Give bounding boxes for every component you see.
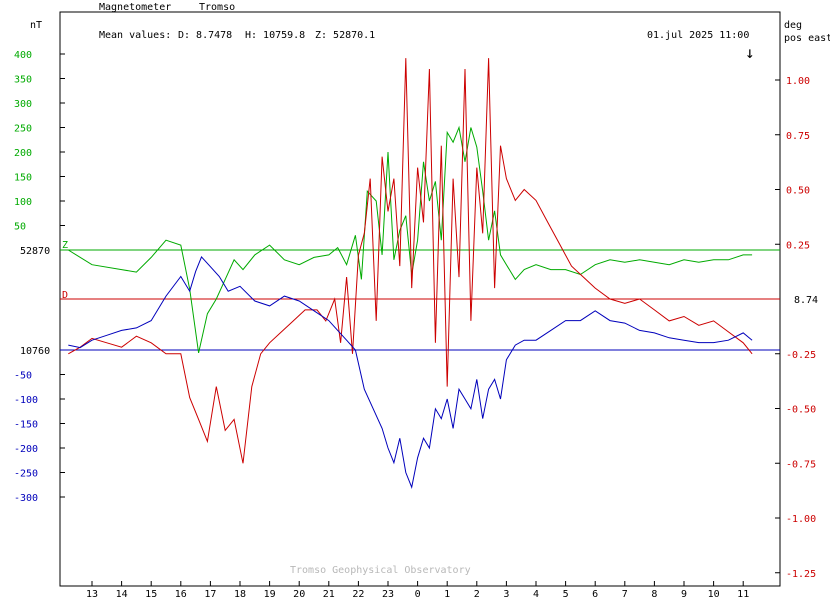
right-axis-unit-line1: deg xyxy=(784,20,802,31)
left-green-tick-label: 150 xyxy=(14,173,32,184)
x-tick-label: 10 xyxy=(708,589,720,600)
x-tick-label: 9 xyxy=(681,589,687,600)
mean-h-value: H: 10759.8 xyxy=(245,30,305,41)
right-tick-label: -1.25 xyxy=(786,569,816,580)
instrument-title: Magnetometer xyxy=(99,2,171,13)
z-series-letter: Z xyxy=(62,240,68,251)
station-name: Tromso xyxy=(199,2,235,13)
observatory-credit: Tromso Geophysical Observatory xyxy=(290,565,471,576)
x-tick-label: 19 xyxy=(264,589,276,600)
x-tick-label: 4 xyxy=(533,589,539,600)
down-arrow-icon: ↓ xyxy=(745,43,755,62)
right-tick-label: 1.00 xyxy=(786,76,810,87)
x-tick-label: 15 xyxy=(145,589,157,600)
x-tick-label: 22 xyxy=(352,589,364,600)
left-green-tick-label: 250 xyxy=(14,124,32,135)
right-tick-label: -1.00 xyxy=(786,514,816,525)
right-tick-label: 0.25 xyxy=(786,240,810,251)
x-tick-label: 17 xyxy=(204,589,216,600)
x-tick-label: 2 xyxy=(474,589,480,600)
d-series-letter: D xyxy=(62,290,68,301)
left-green-tick-label: 300 xyxy=(14,99,32,110)
mean-values-label: Mean values: xyxy=(99,30,171,41)
x-tick-label: 3 xyxy=(503,589,509,600)
right-tick-label: 0.75 xyxy=(786,131,810,142)
right-tick-label: -0.25 xyxy=(786,350,816,361)
right-tick-label: 0.50 xyxy=(786,186,810,197)
x-tick-label: 16 xyxy=(175,589,187,600)
x-tick-label: 1 xyxy=(444,589,450,600)
x-tick-label: 7 xyxy=(622,589,628,600)
left-green-tick-label: 400 xyxy=(14,50,32,61)
left-green-tick-label: 100 xyxy=(14,197,32,208)
right-tick-label: -0.50 xyxy=(786,405,816,416)
x-tick-label: 13 xyxy=(86,589,98,600)
timestamp-label: 01.jul 2025 11:00 xyxy=(647,30,749,41)
x-tick-label: 11 xyxy=(737,589,749,600)
right-axis-unit-line2: pos east xyxy=(784,33,830,44)
z-baseline-label: 52870 xyxy=(20,246,50,257)
left-blue-tick-label: -200 xyxy=(14,444,38,455)
mean-d-value: D: 8.7478 xyxy=(178,30,232,41)
x-tick-label: 21 xyxy=(323,589,335,600)
left-green-tick-label: 200 xyxy=(14,148,32,159)
left-green-tick-label: 50 xyxy=(14,222,26,233)
mean-z-value: Z: 52870.1 xyxy=(315,30,375,41)
right-tick-label: -0.75 xyxy=(786,459,816,470)
left-blue-tick-label: -100 xyxy=(14,395,38,406)
x-tick-label: 14 xyxy=(116,589,128,600)
d-series-line xyxy=(68,58,753,464)
x-tick-label: 0 xyxy=(415,589,421,600)
x-tick-label: 20 xyxy=(293,589,305,600)
x-tick-label: 5 xyxy=(563,589,569,600)
x-tick-label: 23 xyxy=(382,589,394,600)
d-baseline-label: 8.74 xyxy=(794,295,818,306)
h-series-line xyxy=(68,255,753,489)
h-baseline-label: 10760 xyxy=(20,346,50,357)
left-green-tick-label: 350 xyxy=(14,75,32,86)
x-tick-label: 8 xyxy=(651,589,657,600)
x-tick-label: 6 xyxy=(592,589,598,600)
z-series-line xyxy=(68,125,753,354)
left-blue-tick-label: -150 xyxy=(14,420,38,431)
x-tick-label: 18 xyxy=(234,589,246,600)
left-axis-unit: nT xyxy=(30,20,42,31)
left-blue-tick-label: -50 xyxy=(14,371,32,382)
left-blue-tick-label: -300 xyxy=(14,493,38,504)
left-blue-tick-label: -250 xyxy=(14,469,38,480)
